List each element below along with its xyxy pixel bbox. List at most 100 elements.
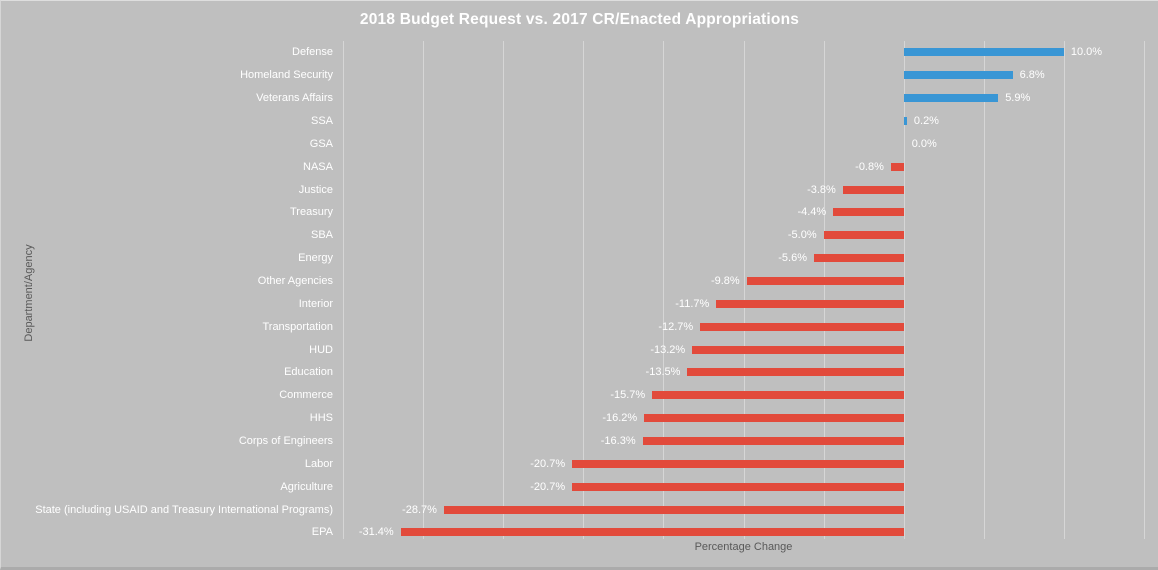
- bar-row: Defense 10.0%: [292, 41, 1144, 64]
- bar-row: Transportation -12.7%: [262, 315, 1144, 338]
- positive-bar: [903, 94, 999, 103]
- category-label: Other Agencies: [257, 275, 333, 288]
- positive-bar: [903, 48, 1064, 57]
- bar-row: Agriculture -20.7%: [280, 475, 1144, 498]
- category-label: EPA: [311, 526, 333, 539]
- negative-bar: [443, 505, 904, 514]
- value-label: -15.7%: [610, 389, 646, 402]
- category-label: Homeland Security: [240, 69, 333, 82]
- category-label: Agriculture: [280, 480, 333, 493]
- negative-bar: [716, 299, 904, 308]
- value-label: -13.2%: [650, 343, 686, 356]
- value-label: -3.8%: [807, 183, 836, 196]
- category-label: HUD: [309, 343, 333, 356]
- negative-bar: [692, 345, 904, 354]
- value-label: 0.2%: [913, 115, 939, 127]
- negative-bar: [400, 528, 904, 537]
- gridline: [903, 41, 905, 539]
- category-label: Veterans Affairs: [256, 92, 333, 105]
- negative-bar: [652, 391, 904, 400]
- bar-row: Justice -3.8%: [299, 178, 1144, 201]
- bar-row: Energy -5.6%: [298, 247, 1144, 270]
- gridline: [423, 41, 425, 539]
- negative-bar: [642, 437, 904, 446]
- category-label: SBA: [310, 229, 333, 242]
- value-label: 6.8%: [1019, 69, 1045, 82]
- value-label: -0.8%: [855, 160, 884, 173]
- gridline: [743, 41, 745, 539]
- negative-bar: [833, 208, 904, 217]
- bar-row: Treasury -4.4%: [290, 201, 1144, 224]
- value-label: -16.3%: [600, 435, 636, 448]
- bar-row: NASA -0.8%: [303, 155, 1144, 178]
- category-label: Corps of Engineers: [238, 435, 333, 448]
- value-label: -12.7%: [658, 320, 694, 333]
- category-label: Energy: [298, 252, 333, 265]
- category-label: Treasury: [290, 206, 333, 219]
- category-label: Labor: [304, 457, 333, 470]
- chart-title: 2018 Budget Request vs. 2017 CR/Enacted …: [359, 11, 800, 28]
- plot-area: Defense 10.0% Homeland Security 6.8% Veteran…: [35, 41, 1145, 544]
- value-label: -5.6%: [778, 252, 807, 265]
- y-axis-title: Department/Agency: [23, 244, 35, 342]
- category-label: Education: [284, 366, 333, 379]
- bar-row: SSA 0.2%: [311, 110, 1144, 133]
- value-label: 5.9%: [1005, 92, 1031, 105]
- category-label: Transportation: [262, 320, 333, 333]
- category-label: Defense: [292, 46, 333, 59]
- category-label: GSA: [309, 137, 333, 150]
- gridline: [663, 41, 665, 539]
- value-label: -4.4%: [797, 206, 827, 219]
- category-label: Commerce: [279, 389, 333, 402]
- negative-bar: [700, 322, 904, 331]
- value-label: -13.5%: [645, 366, 681, 379]
- value-label: -11.7%: [675, 297, 710, 310]
- bar-row: State (including USAID and Treasury Inte…: [35, 498, 1144, 521]
- negative-bar: [644, 414, 904, 423]
- bar-row: Interior -11.7%: [299, 292, 1144, 315]
- gridline: [583, 41, 585, 539]
- bar-row: Corps of Engineers -16.3%: [239, 430, 1144, 453]
- value-label: -5.0%: [787, 229, 817, 242]
- bar-row: Homeland Security 6.8%: [240, 64, 1144, 87]
- value-label: -16.2%: [602, 412, 638, 425]
- bars-layer: Defense 10.0% Homeland Security 6.8% Veteran…: [35, 41, 1144, 544]
- value-label: -9.8%: [710, 275, 740, 288]
- value-label: -28.7%: [402, 503, 437, 516]
- value-label: 10.0%: [1070, 46, 1103, 59]
- category-label: Justice: [298, 183, 333, 196]
- bar-row: Education -13.5%: [284, 361, 1144, 384]
- value-label: 0.0%: [911, 137, 937, 150]
- value-label: -20.7%: [530, 480, 566, 493]
- negative-bar: [842, 185, 904, 194]
- category-label: State (including USAID and Treasury Inte…: [35, 503, 333, 516]
- bar-row: HUD -13.2%: [309, 338, 1144, 361]
- bar-row: Veterans Affairs 5.9%: [256, 87, 1144, 110]
- bar-row: GSA 0.0%: [310, 132, 1144, 155]
- positive-bar: [903, 71, 1013, 80]
- positive-bar: [903, 117, 907, 125]
- negative-bar: [687, 368, 904, 377]
- gridline: [823, 41, 825, 539]
- x-axis-title: Percentage Change: [694, 541, 793, 553]
- negative-bar: [890, 162, 904, 171]
- bar-row: HHS -16.2%: [310, 407, 1144, 430]
- value-label: -31.4%: [358, 526, 394, 539]
- gridline: [1144, 41, 1145, 539]
- gridline: [343, 41, 344, 539]
- category-label: SSA: [310, 115, 333, 127]
- gridline: [1063, 41, 1065, 539]
- bar-row: Labor -20.7%: [305, 452, 1144, 475]
- category-label: Interior: [298, 297, 333, 310]
- gridline: [503, 41, 505, 539]
- negative-bar: [746, 277, 904, 286]
- gridline: [983, 41, 985, 539]
- bar-row: Commerce -15.7%: [279, 384, 1144, 407]
- negative-bar: [572, 459, 904, 468]
- bar-row: SBA -5.0%: [311, 224, 1144, 247]
- value-label: -20.7%: [530, 457, 566, 470]
- negative-bar: [814, 254, 904, 263]
- bar-row: Other Agencies -9.8%: [258, 270, 1144, 293]
- bar-row: EPA -31.4%: [312, 521, 1144, 544]
